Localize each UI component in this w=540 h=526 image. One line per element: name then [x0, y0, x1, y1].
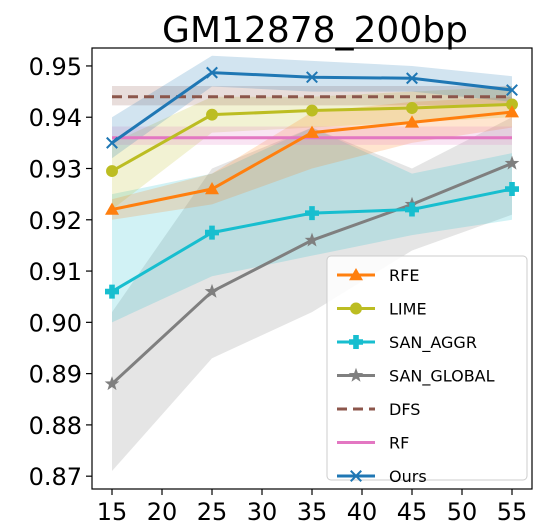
chart-title: GM12878_200bp	[162, 10, 468, 51]
legend-label-ours: Ours	[389, 467, 427, 486]
y-tick-label: 0.95	[29, 53, 82, 81]
point-ours-45	[406, 72, 418, 85]
y-tick-label: 0.94	[29, 104, 82, 132]
point-lime-55	[506, 98, 518, 111]
point-san-aggr-35	[305, 206, 319, 221]
x-tick-label: 20	[147, 498, 178, 526]
point-san-aggr-45	[405, 202, 419, 217]
legend-label-dfs: DFS	[389, 400, 420, 419]
band-san-aggr	[112, 127, 512, 323]
point-lime-25	[206, 108, 218, 121]
legend-box	[326, 255, 528, 481]
point-san-global-55	[504, 155, 520, 170]
point-san-global-15	[104, 376, 120, 391]
point-san-global-25	[204, 283, 220, 298]
x-tick-label: 30	[247, 498, 278, 526]
legend-marker-ours	[350, 470, 362, 482]
x-tick-label: 15	[97, 498, 128, 526]
y-axis: 0.87 0.88 0.89 0.90 0.91 0.92 0.93 0.94 0.95	[29, 53, 92, 491]
legend-label-rf: RF	[389, 434, 409, 453]
point-rfe-25	[205, 182, 219, 195]
legend-label-san-global: SAN_GLOBAL	[389, 367, 495, 387]
legend: RFE LIME SAN_AGGR SAN_GLOBAL DFS RF Ours	[326, 255, 528, 486]
y-tick-label: 0.91	[29, 258, 82, 286]
y-tick-label: 0.87	[29, 463, 82, 491]
point-ours-35	[306, 71, 318, 84]
legend-label-lime: LIME	[389, 300, 427, 319]
legend-label-san-aggr: SAN_AGGR	[389, 333, 477, 353]
point-lime-15	[106, 165, 118, 178]
x-axis: 15 20 25 30 35 40 45 50 55	[97, 489, 528, 526]
point-ours-55	[506, 84, 518, 97]
x-tick-label: 45	[397, 498, 428, 526]
point-san-aggr-25	[205, 225, 219, 240]
point-rfe-45	[405, 115, 419, 128]
point-lime-45	[406, 102, 418, 114]
band-ours	[112, 55, 512, 159]
point-rfe-15	[105, 202, 119, 215]
y-tick-label: 0.88	[29, 412, 82, 440]
y-tick-label: 0.93	[29, 156, 82, 184]
x-tick-label: 35	[297, 498, 328, 526]
point-san-aggr-55	[505, 182, 519, 197]
legend-marker-rfe	[349, 268, 363, 281]
point-ours-25	[206, 66, 218, 79]
point-ours-15	[106, 136, 118, 149]
x-tick-label: 25	[197, 498, 228, 526]
x-tick-label: 40	[347, 498, 378, 526]
series-markers	[104, 66, 520, 391]
legend-marker-san-aggr	[349, 335, 363, 349]
point-rfe-55	[505, 105, 519, 118]
x-tick-label: 55	[497, 498, 528, 526]
legend-marker-san-global	[348, 367, 364, 382]
y-tick-label: 0.92	[29, 207, 82, 235]
x-tick-label: 50	[447, 498, 478, 526]
point-rfe-35	[305, 125, 319, 138]
legend-label-rfe: RFE	[389, 266, 419, 285]
point-san-global-35	[304, 232, 320, 247]
y-tick-label: 0.90	[29, 309, 82, 337]
legend-marker-lime	[350, 302, 362, 315]
point-lime-35	[306, 104, 318, 117]
point-san-aggr-15	[105, 284, 119, 299]
y-tick-label: 0.89	[29, 361, 82, 389]
